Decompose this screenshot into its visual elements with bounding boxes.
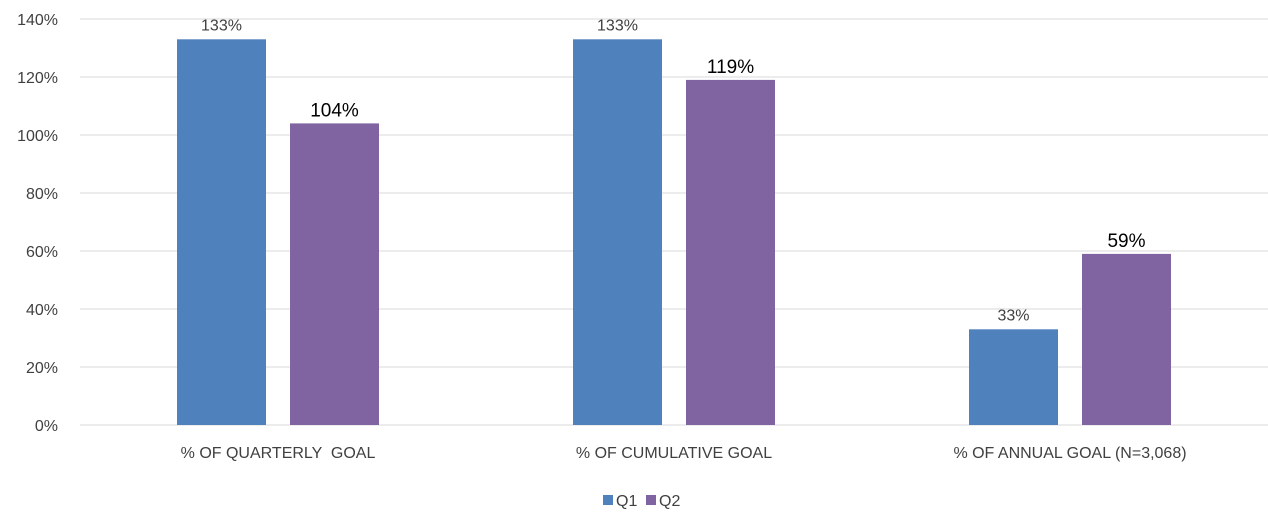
legend-swatch-q2 [646, 495, 656, 505]
bar-q2-2 [686, 79, 775, 426]
data-label-q1-1: 133% [201, 17, 242, 34]
y-tick-label: 60% [26, 244, 58, 261]
data-label-q2-2: 119% [707, 57, 754, 78]
x-category-label: % OF ANNUAL GOAL (N=3,068) [953, 445, 1186, 462]
legend-label-q1: Q1 [616, 493, 637, 510]
x-category-label: % OF QUARTERLY GOAL [181, 445, 376, 462]
y-tick-label: 80% [26, 186, 58, 203]
data-labels: 133% 104% 133% 119% 33% 59% [201, 17, 1146, 324]
bar-q1-3 [969, 329, 1058, 425]
y-tick-label: 100% [17, 128, 58, 145]
bar-q2-1 [290, 123, 379, 426]
legend-swatch-q1 [603, 495, 613, 505]
bar-q1-1 [177, 39, 266, 426]
legend: Q1 Q2 [603, 493, 680, 510]
data-label-q2-3: 59% [1107, 231, 1145, 252]
legend-label-q2: Q2 [659, 493, 680, 510]
bar-q1-2 [573, 39, 662, 426]
bar-q2-3 [1082, 253, 1171, 425]
y-tick-label: 0% [35, 418, 58, 435]
y-axis-tick-labels: 0% 20% 40% 60% 80% 100% 120% 140% [17, 12, 58, 435]
x-category-label: % OF CUMULATIVE GOAL [576, 445, 772, 462]
bars [177, 39, 1171, 426]
data-label-q1-2: 133% [597, 17, 638, 34]
y-tick-label: 140% [17, 12, 58, 29]
data-label-q1-3: 33% [997, 307, 1029, 324]
data-label-q2-1: 104% [310, 100, 359, 121]
y-tick-label: 40% [26, 302, 58, 319]
y-tick-label: 120% [17, 70, 58, 87]
x-axis-category-labels: % OF QUARTERLY GOAL % OF CUMULATIVE GOAL%… [181, 445, 1187, 462]
y-tick-label: 20% [26, 360, 58, 377]
gridlines [80, 18, 1268, 426]
